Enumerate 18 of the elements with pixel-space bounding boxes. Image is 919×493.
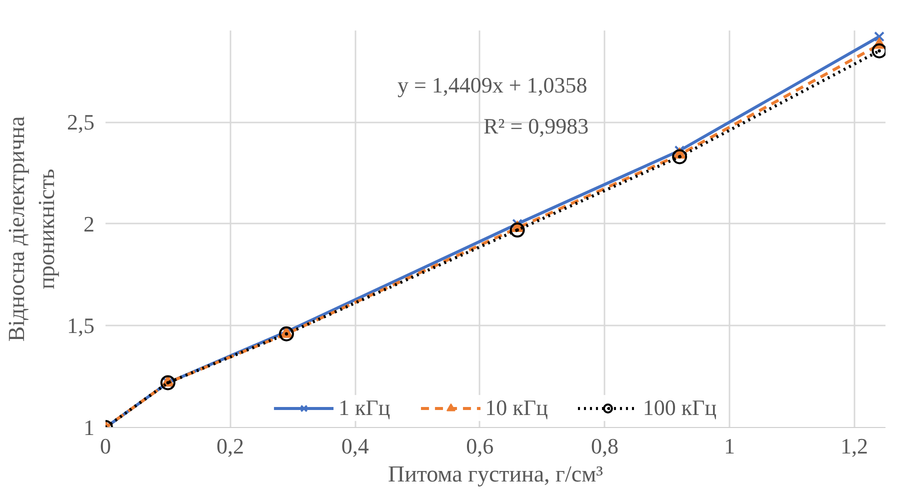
annotation: R² = 0,9983 (483, 113, 589, 138)
x-tick-label: 0,8 (590, 434, 618, 458)
y-axis-title: Відносна діелектрична проникність (4, 116, 59, 342)
x-axis-title: Питома густина, г/см³ (388, 462, 604, 486)
annotation: y = 1,4409x + 1,0358 (397, 72, 588, 98)
x-tick-label: 0,6 (466, 434, 494, 458)
legend-label: 10 кГц (485, 395, 548, 421)
legend-label: 1 кГц (338, 395, 390, 421)
x-tick-label: 0 (100, 434, 111, 458)
legend-label: 100 кГц (642, 395, 717, 421)
y-tick-label: 2,5 (67, 110, 94, 135)
x-tick-label: 0,4 (341, 434, 369, 458)
x-tick-label: 1 (724, 434, 735, 458)
y-tick-label: 1 (84, 415, 94, 440)
y-tick-label: 2 (84, 211, 94, 236)
y-tick-label: 1,5 (67, 313, 94, 338)
x-tick-label: 0,2 (216, 434, 244, 458)
x-tick-label: 1,2 (840, 434, 868, 458)
